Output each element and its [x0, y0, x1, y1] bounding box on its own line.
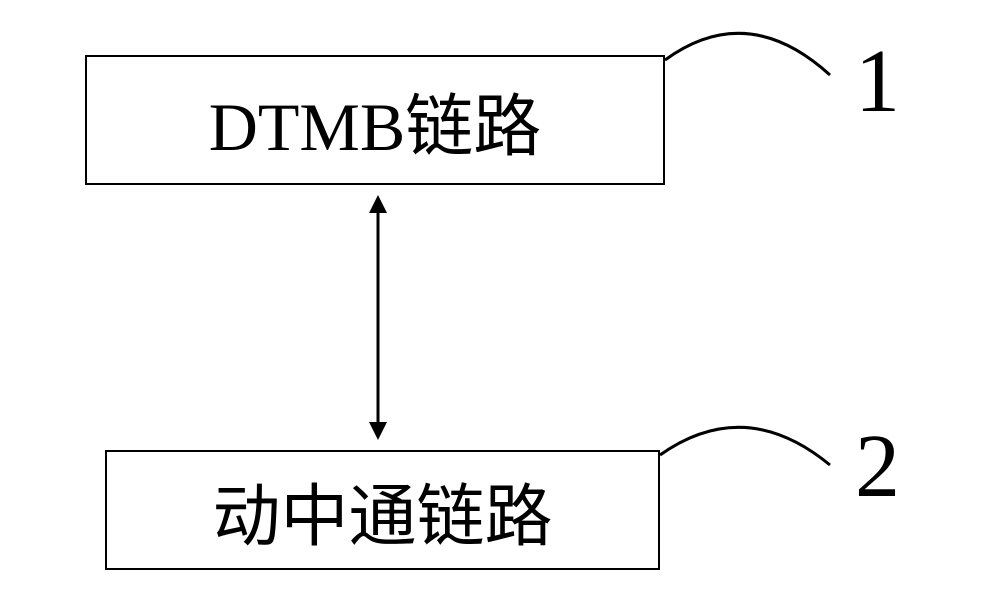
comm-on-move-link-text: 动中通链路 — [212, 461, 552, 560]
dtmb-link-text: DTMB链路 — [209, 71, 541, 170]
comm-on-move-link-box: 动中通链路 — [105, 450, 660, 570]
label-2: 2 — [855, 415, 900, 518]
dtmb-link-box: DTMB链路 — [85, 55, 665, 185]
label-1: 1 — [855, 30, 900, 133]
